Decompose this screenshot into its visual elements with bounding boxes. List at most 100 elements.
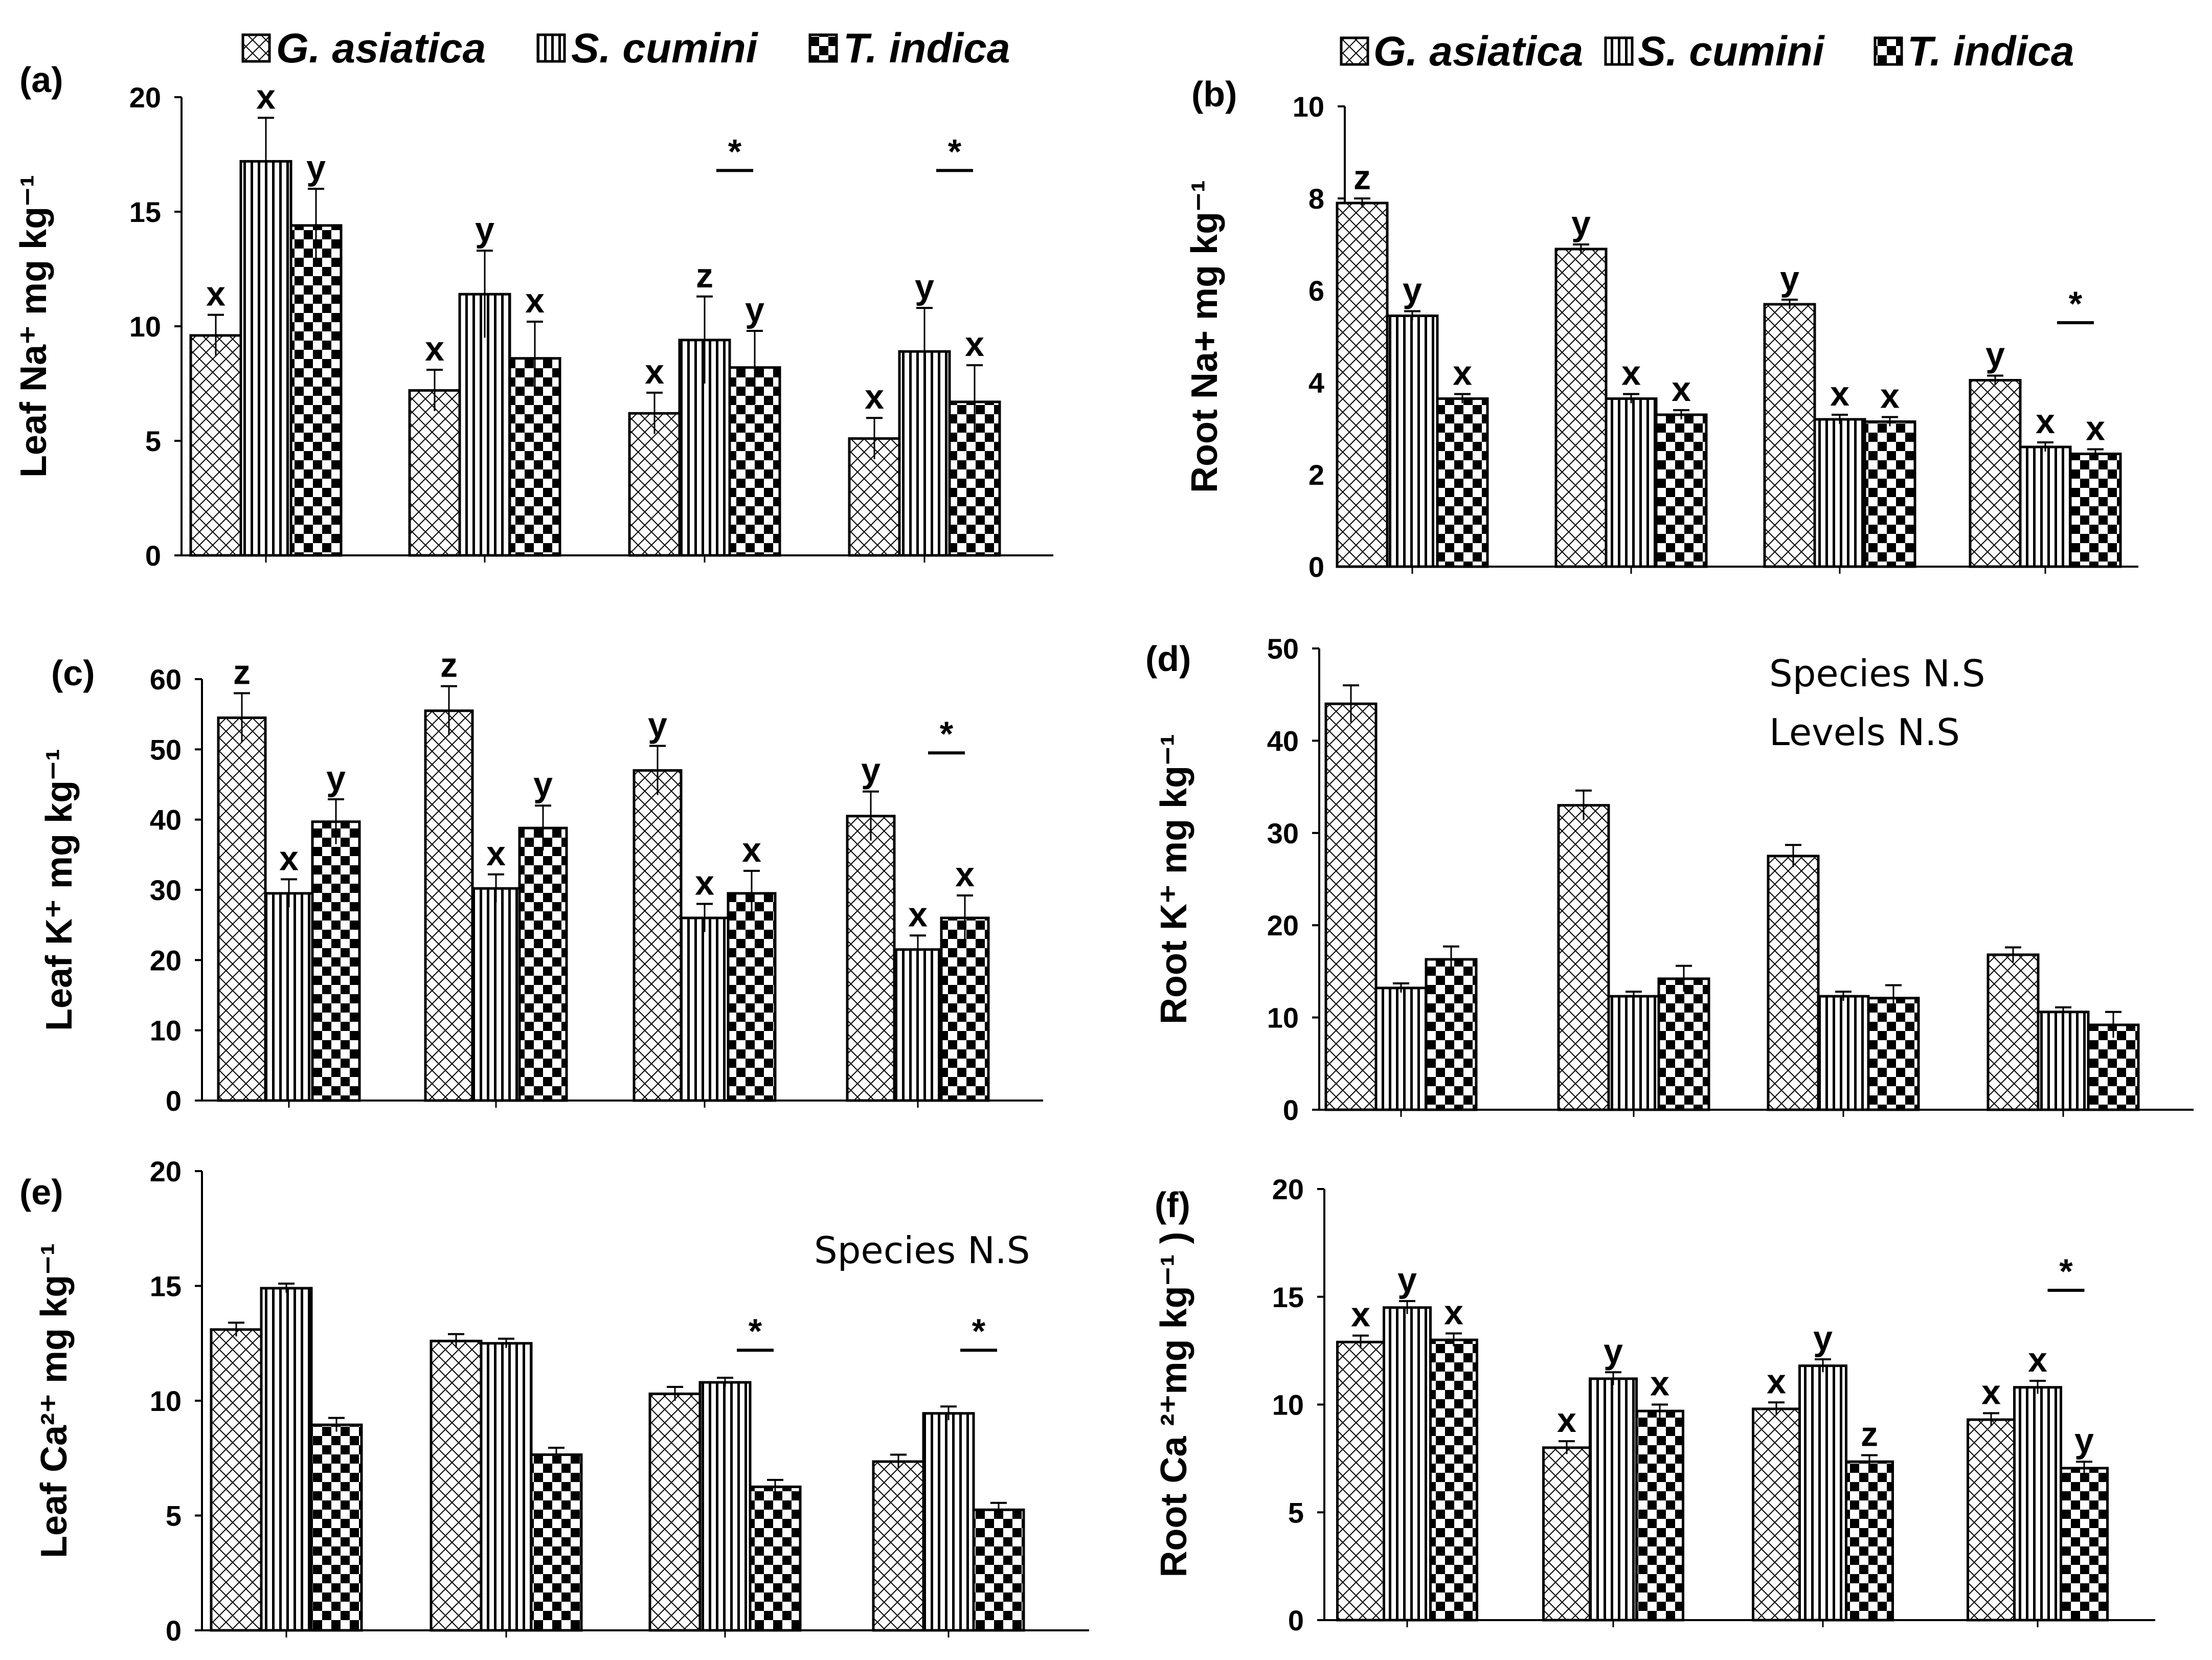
panel-e-errorbar-t-indica-3 bbox=[767, 1478, 783, 1494]
panel-f-bar-g-asiatica-4 bbox=[1967, 1418, 2016, 1622]
panel-f-bar-t-indica-1 bbox=[1429, 1338, 1478, 1622]
panel-e-ytick-label: 0 bbox=[166, 1614, 182, 1647]
panel-b-sig-letter-s-cumini-4: x bbox=[2036, 402, 2055, 441]
panel-a-errorbar-s-cumini-1 bbox=[258, 117, 274, 205]
panel-e-bar-g-asiatica-1 bbox=[210, 1328, 263, 1632]
legend-item-g-asiatica-right: G. asiatica bbox=[1340, 28, 1583, 75]
panel-e-errorbar-g-asiatica-2 bbox=[448, 1333, 464, 1348]
panel-b-sig-letter-t-indica-4: x bbox=[2086, 409, 2105, 448]
panel-c-errorbar-t-indica-1 bbox=[328, 798, 344, 844]
panel-a-ytick-label: 0 bbox=[145, 540, 161, 572]
panel-f-bar-s-cumini-3 bbox=[1798, 1364, 1847, 1622]
panel-b-sig-letter-t-indica-1: x bbox=[1453, 354, 1472, 393]
panel-c-bar-g-asiatica-3 bbox=[633, 769, 683, 1102]
panel-f-sig-letter-g-asiatica-2: x bbox=[1557, 1401, 1576, 1440]
panel-d-bar-g-asiatica-3 bbox=[1767, 855, 1820, 1111]
panel-b-errorbar-s-cumini-3 bbox=[1832, 414, 1848, 424]
panel-b-errorbar-g-asiatica-1 bbox=[1354, 197, 1370, 208]
panel-a-errorbar-g-asiatica-2 bbox=[426, 369, 443, 411]
panel-b-sig-letter-s-cumini-1: y bbox=[1403, 271, 1422, 310]
panel-a-sig-letter-t-indica-2: x bbox=[525, 281, 545, 320]
panel-f-errorbar-t-indica-3 bbox=[1861, 1454, 1878, 1468]
panel-a-ytick-label: 20 bbox=[129, 81, 161, 114]
panel-f-ytick-label: 15 bbox=[1272, 1281, 1304, 1313]
panel-b-sig-letter-s-cumini-2: x bbox=[1621, 354, 1641, 393]
panel-e-errorbar-t-indica-1 bbox=[328, 1417, 345, 1432]
panel-d-errorbar-s-cumini-4 bbox=[2055, 1006, 2071, 1017]
panel-b-bar-s-cumini-2 bbox=[1605, 397, 1658, 568]
panel-d-annotation-2: Levels N.S bbox=[1769, 711, 1960, 754]
panel-f-ytick-label: 0 bbox=[1288, 1604, 1304, 1636]
panel-d-errorbar-s-cumini-3 bbox=[1835, 991, 1852, 1001]
legend-swatch-s-cumini-right bbox=[1604, 36, 1634, 66]
panel-c-errorbar-s-cumini-4 bbox=[910, 934, 926, 964]
panel-a-significance-star-1: * bbox=[716, 132, 753, 172]
panel-a-ytick-label: 5 bbox=[145, 425, 161, 457]
panel-f-sig-letter-s-cumini-1: y bbox=[1397, 1261, 1417, 1299]
panel-b-ytick-label: 10 bbox=[1293, 91, 1324, 123]
panel-c-errorbar-s-cumini-3 bbox=[696, 903, 713, 932]
panel-d-root-k: (d) Root K⁺ mg kg⁻¹ 0 10 20 30 40 50 Species N.S… bbox=[1145, 633, 2194, 1126]
panel-b-sig-letter-g-asiatica-3: y bbox=[1780, 259, 1799, 298]
panel-b-ytick-label: 4 bbox=[1308, 367, 1324, 399]
panel-d-ytick-label: 10 bbox=[1267, 1002, 1299, 1034]
panel-f-ytick-label: 10 bbox=[1272, 1389, 1304, 1421]
panel-b-sig-letter-t-indica-2: x bbox=[1672, 370, 1691, 409]
panel-d-errorbar-g-asiatica-4 bbox=[2005, 946, 2021, 962]
panel-d-errorbar-g-asiatica-1 bbox=[1343, 684, 1359, 723]
panel-b-errorbar-t-indica-1 bbox=[1454, 393, 1471, 403]
panel-e-bar-s-cumini-3 bbox=[698, 1381, 752, 1632]
panel-a-errorbar-s-cumini-4 bbox=[916, 307, 933, 395]
panel-a-sig-letter-g-asiatica-4: x bbox=[865, 377, 884, 416]
legend-swatch-s-cumini bbox=[536, 33, 566, 63]
panel-e-bar-t-indica-4 bbox=[972, 1508, 1025, 1632]
panel-e-bar-s-cumini-4 bbox=[922, 1412, 975, 1632]
svg-text:*: * bbox=[728, 132, 742, 171]
panel-e-errorbar-s-cumini-1 bbox=[278, 1283, 295, 1293]
panel-c-sig-letter-s-cumini-1: x bbox=[279, 839, 299, 878]
panel-a-sig-letter-t-indica-3: y bbox=[745, 290, 764, 329]
panel-c-sig-letter-t-indica-4: x bbox=[955, 855, 975, 894]
panel-d-bar-t-indica-3 bbox=[1867, 997, 1920, 1111]
panel-e-errorbar-s-cumini-4 bbox=[940, 1405, 957, 1421]
panel-c-sig-letter-g-asiatica-3: y bbox=[648, 705, 667, 744]
panel-c-bar-t-indica-4 bbox=[940, 916, 990, 1102]
panel-a-errorbar-t-indica-3 bbox=[747, 329, 763, 405]
legend-swatch-g-asiatica bbox=[241, 33, 271, 63]
panel-e-bar-t-indica-1 bbox=[310, 1423, 363, 1632]
panel-f-bar-t-indica-4 bbox=[2060, 1467, 2109, 1622]
panel-c-ytick-label: 10 bbox=[150, 1015, 182, 1047]
panel-e-bar-t-indica-2 bbox=[530, 1453, 583, 1632]
panel-d-errorbar-t-indica-2 bbox=[1676, 964, 1692, 992]
panel-c-ytick-label: 20 bbox=[150, 944, 182, 976]
panel-c-sig-letter-s-cumini-3: x bbox=[695, 863, 714, 902]
svg-text:*: * bbox=[2059, 1252, 2073, 1291]
panel-e-errorbar-t-indica-2 bbox=[548, 1447, 565, 1462]
panel-c-bar-t-indica-1 bbox=[311, 820, 361, 1102]
panel-c-ytick-label: 50 bbox=[150, 733, 182, 766]
legend-item-t-indica-right: T. indica bbox=[1874, 28, 2074, 75]
panel-c-ytick-label: 0 bbox=[166, 1085, 182, 1117]
panel-d-ytick-label: 20 bbox=[1267, 909, 1299, 941]
panel-a-errorbar-g-asiatica-1 bbox=[208, 313, 224, 356]
panel-d-bar-t-indica-1 bbox=[1425, 958, 1478, 1111]
panel-a-sig-letter-g-asiatica-3: x bbox=[645, 352, 664, 391]
panel-e-significance-star-1: * bbox=[737, 1312, 774, 1352]
panel-b-label: (b) bbox=[1191, 74, 1237, 114]
panel-e-leaf-ca: (e) Leaf Ca²⁺ mg kg⁻¹ 0 5 10 15 20 * * Species N.… bbox=[19, 1155, 1089, 1647]
panel-c-bar-s-cumini-3 bbox=[680, 916, 730, 1102]
panel-e-bar-s-cumini-1 bbox=[260, 1287, 313, 1632]
panel-f-sig-letter-s-cumini-4: x bbox=[2028, 1340, 2047, 1379]
legend-item-s-cumini-right: S. cumini bbox=[1604, 28, 1825, 75]
panel-d-bar-g-asiatica-2 bbox=[1557, 804, 1610, 1111]
panel-b-bar-s-cumini-3 bbox=[1813, 418, 1866, 568]
panel-b-ytick-label: 2 bbox=[1308, 459, 1324, 491]
panel-d-ytick-label: 40 bbox=[1267, 725, 1299, 757]
panel-f-sig-letter-t-indica-4: y bbox=[2074, 1421, 2094, 1460]
legend-label-g-asiatica-right: G. asiatica bbox=[1373, 28, 1583, 75]
panel-c-sig-letter-g-asiatica-1: z bbox=[233, 653, 251, 691]
panel-b-bar-t-indica-4 bbox=[2069, 453, 2122, 568]
panel-a-label: (a) bbox=[19, 60, 63, 100]
panel-f-errorbar-g-asiatica-4 bbox=[1983, 1412, 1999, 1426]
